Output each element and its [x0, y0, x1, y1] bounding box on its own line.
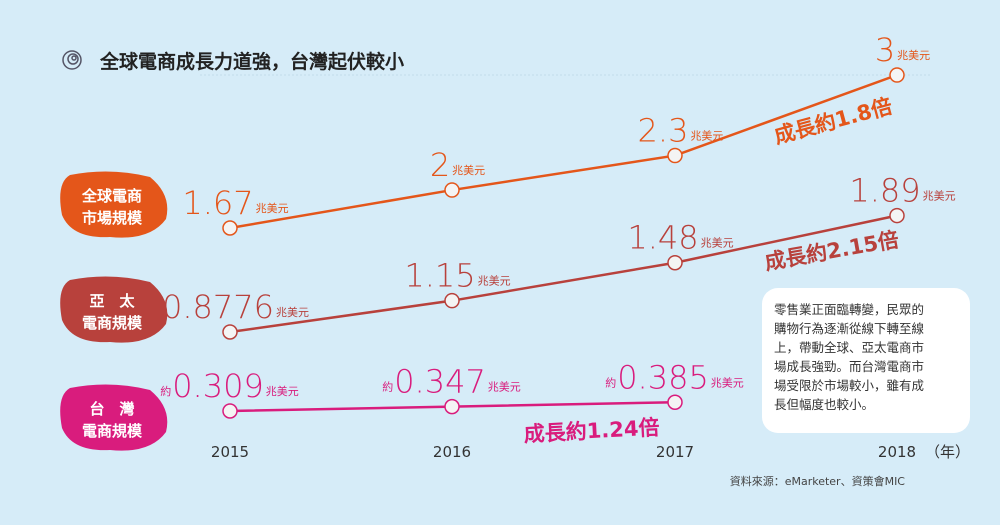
note-line: 場成長強勁。而台灣電商市 [774, 359, 925, 374]
point [889, 67, 905, 83]
value-unit: 兆美元 [266, 385, 299, 398]
point [889, 207, 905, 224]
x-unit: （年） [925, 443, 970, 461]
value-label: 0.347 [394, 363, 486, 401]
point [222, 403, 238, 419]
source: 資料來源：eMarketer、資策會MIC [730, 474, 906, 488]
note-line: 零售業正面臨轉變，民眾的 [774, 302, 925, 317]
growth-annotation: 成長約2.15倍 [763, 227, 901, 274]
value-label: 0.309 [172, 367, 264, 405]
value-label: 2 [430, 146, 450, 184]
value-unit: 兆美元 [488, 381, 521, 394]
growth-annotation: 成長約1.24倍 [523, 415, 660, 446]
point [667, 254, 683, 271]
value-unit: 兆美元 [452, 164, 485, 177]
value-unit: 兆美元 [276, 306, 309, 319]
point [222, 220, 238, 236]
legend-blob [60, 276, 168, 343]
value-label: 3 [875, 31, 895, 69]
legend-label: 市場規模 [82, 209, 143, 227]
note-box: 零售業正面臨轉變，民眾的 購物行為逐漸從線下轉至線 上，帶動全球、亞太電商市 場成長強… [762, 288, 970, 433]
legend-blob [60, 171, 168, 238]
value-label: 1.15 [404, 257, 475, 295]
value-unit: 兆美元 [701, 237, 734, 250]
note-line: 長但幅度也較小。 [774, 397, 875, 412]
legend-label: 亞 太 [89, 292, 135, 310]
x-tick-label: 2016 [433, 443, 471, 461]
value-label: 0.385 [617, 358, 709, 396]
value-unit: 兆美元 [256, 202, 289, 215]
value-unit: 兆美元 [478, 275, 511, 288]
legend-blob [60, 384, 168, 451]
legend-label: 全球電商 [81, 187, 142, 205]
value-prefix: 約 [605, 375, 616, 389]
point [444, 182, 460, 198]
point [667, 394, 683, 411]
x-tick-label: 2017 [656, 443, 694, 461]
note-line: 購物行為逐漸從線下轉至線 [774, 321, 925, 336]
title-icon [62, 50, 82, 70]
series-line [229, 73, 898, 230]
point [222, 324, 238, 340]
value-prefix: 約 [382, 380, 393, 394]
series-line [229, 214, 898, 334]
value-unit: 兆美元 [897, 49, 930, 62]
legend-label: 電商規模 [82, 314, 143, 332]
growth-annotation: 成長約1.8倍 [772, 94, 895, 149]
x-tick-label: 2015 [211, 443, 249, 461]
note-line: 上，帶動全球、亞太電商市 [774, 340, 925, 355]
legend-label: 電商規模 [82, 422, 143, 440]
point [444, 292, 460, 309]
value-label: 1.48 [627, 219, 698, 257]
value-label: 0.8776 [162, 288, 274, 326]
value-label: 1.89 [849, 172, 920, 210]
chart-title: 全球電商成長力道強，台灣起伏較小 [99, 50, 404, 73]
point [667, 147, 683, 164]
value-unit: 兆美元 [690, 130, 723, 143]
value-label: 2.3 [638, 112, 689, 150]
value-prefix: 約 [160, 384, 171, 398]
x-tick-label: 2018 [878, 443, 916, 461]
legend-label: 台 灣 [89, 400, 134, 418]
value-unit: 兆美元 [711, 376, 744, 389]
value-label: 1.67 [182, 184, 253, 222]
note-line: 場受限於市場較小，雖有成 [774, 378, 925, 393]
value-unit: 兆美元 [923, 190, 956, 203]
point [444, 398, 460, 415]
